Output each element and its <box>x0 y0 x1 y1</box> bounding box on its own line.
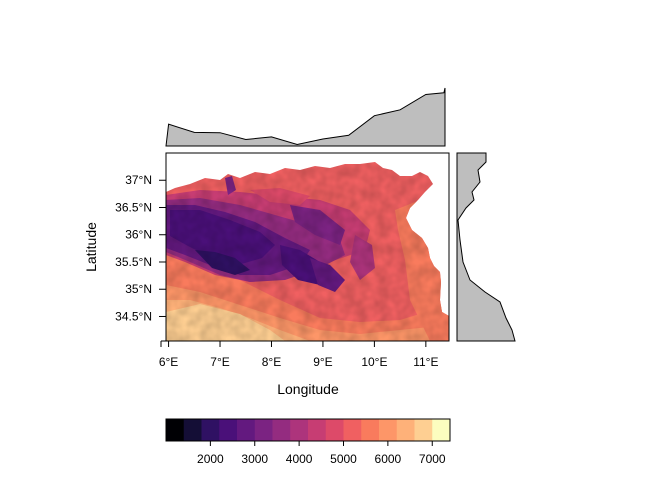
x-tick-label-0: 6°E <box>159 355 178 369</box>
colorbar-swatch-11 <box>361 419 380 441</box>
x-tick-label-3: 9°E <box>313 355 332 369</box>
colorbar-tick-label-5: 7000 <box>419 452 446 466</box>
colorbar-frame <box>165 418 451 442</box>
colorbar-swatch-0 <box>166 419 185 441</box>
longitude-profile-panel <box>165 87 446 147</box>
y-axis-title: Latitude <box>83 222 99 272</box>
x-tick-label-1: 7°E <box>210 355 229 369</box>
colorbar-swatch-7 <box>290 419 309 441</box>
x-tick-label-5: 11°E <box>413 355 438 369</box>
y-tick-label-4: 35°N <box>125 282 152 296</box>
y-tick-label-0: 37°N <box>125 173 152 187</box>
y-tick-label-1: 36.5°N <box>115 200 152 214</box>
colorbar-swatch-6 <box>272 419 291 441</box>
y-tick-label-2: 36°N <box>125 228 152 242</box>
colorbar-swatch-13 <box>396 419 415 441</box>
x-tick-label-2: 8°E <box>262 355 281 369</box>
colorbar-tick-label-2: 4000 <box>286 452 313 466</box>
longitude-profile-area <box>165 87 446 147</box>
latitude-profile-panel <box>456 152 516 342</box>
colorbar-swatch-1 <box>183 419 202 441</box>
colorbar-swatch-8 <box>308 419 327 441</box>
colorbar-tick-label-3: 5000 <box>330 452 357 466</box>
colorbar-swatch-15 <box>432 419 451 441</box>
x-tick-label-4: 10°E <box>361 355 387 369</box>
colorbar-swatch-2 <box>201 419 220 441</box>
colorbar-swatch-4 <box>237 419 256 441</box>
colorbar-swatch-3 <box>219 419 238 441</box>
colorbar-swatch-5 <box>254 419 273 441</box>
y-tick-label-3: 35.5°N <box>115 255 152 269</box>
y-axis: 37°N 36.5°N 36°N 35.5°N 35°N 34.5°N <box>115 173 166 323</box>
colorbar-swatch-12 <box>379 419 398 441</box>
colorbar-swatch-9 <box>325 419 344 441</box>
latitude-profile-area <box>456 152 516 342</box>
x-axis: 6°E 7°E 8°E 9°E 10°E 11°E <box>159 340 438 369</box>
colorbar-tick-label-1: 3000 <box>241 452 268 466</box>
raster-layer <box>166 162 449 341</box>
colorbar-tick-label-0: 2000 <box>197 452 224 466</box>
colorbar-tick-label-4: 6000 <box>375 452 402 466</box>
x-axis-title: Longitude <box>277 381 339 397</box>
colorbar-swatch-14 <box>414 419 433 441</box>
y-tick-label-5: 34.5°N <box>115 309 152 323</box>
main-map-panel <box>165 152 450 342</box>
colorbar-legend: 2000 3000 4000 5000 6000 7000 <box>165 418 451 466</box>
colorbar-swatch-10 <box>343 419 362 441</box>
